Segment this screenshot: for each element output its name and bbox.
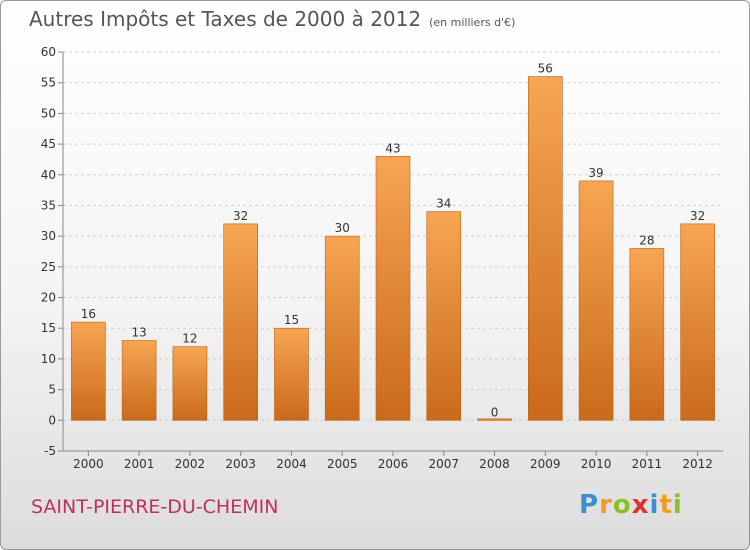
x-tick-label: 2008 xyxy=(479,457,510,471)
data-label-2008: 0 xyxy=(491,405,499,419)
y-tick-label: 10 xyxy=(41,352,56,366)
data-label-2009: 56 xyxy=(538,62,553,76)
bar-2001 xyxy=(121,340,157,421)
label-layer: 16 13 12 32 15 30 43 34 0 56 39 28 32 xyxy=(81,62,706,420)
bar-2012 xyxy=(680,223,715,421)
x-tick-label: 2000 xyxy=(73,457,104,471)
x-tick-label: 2011 xyxy=(632,457,663,471)
logo-letter: r xyxy=(599,490,613,520)
data-label-2011: 28 xyxy=(639,233,654,247)
data-label-2010: 39 xyxy=(588,166,603,180)
y-tick-label: 5 xyxy=(48,383,56,397)
data-label-2012: 32 xyxy=(690,209,705,223)
logo-letter: i xyxy=(672,490,683,520)
y-tick-label: 30 xyxy=(41,229,56,243)
bar-2004 xyxy=(274,327,309,421)
y-tick-label: -5 xyxy=(44,444,56,458)
logo-letter: o xyxy=(612,490,632,520)
commune-name: SAINT-PIERRE-DU-CHEMIN xyxy=(31,496,279,518)
y-tick-label: 15 xyxy=(41,321,56,335)
y-tick-label: 25 xyxy=(41,260,56,274)
axis-layer: -5 0 5 10 15 20 25 30 35 40 45 50 55 60 2000 2001 2002 20… xyxy=(41,45,723,471)
x-tick-label: 2012 xyxy=(682,457,713,471)
bar-2008 xyxy=(477,418,512,421)
data-label-2003: 32 xyxy=(233,209,248,223)
bar-2002 xyxy=(172,346,208,421)
bar-2000 xyxy=(71,321,106,421)
y-tick-label: 55 xyxy=(41,76,56,90)
y-tick-label: 35 xyxy=(41,198,56,212)
x-tick-label: 2004 xyxy=(276,457,307,471)
logo-letter: i xyxy=(649,490,660,520)
bar-layer xyxy=(71,76,715,421)
bar-2011 xyxy=(629,248,665,421)
logo-letter: P xyxy=(579,490,600,520)
y-tick-label: 40 xyxy=(41,168,56,182)
x-tick-label: 2010 xyxy=(581,457,612,471)
x-tick-label: 2005 xyxy=(327,457,358,471)
y-tick-label: 0 xyxy=(48,413,56,427)
y-tick-label: 45 xyxy=(41,137,56,151)
chart-title-main: Autres Impôts et Taxes de 2000 à 2012 xyxy=(29,7,422,31)
x-tick-label: 2003 xyxy=(225,457,256,471)
x-tick-label: 2006 xyxy=(378,457,409,471)
data-label-2000: 16 xyxy=(81,307,96,321)
y-tick-label: 50 xyxy=(41,106,56,120)
x-tick-label: 2009 xyxy=(530,457,561,471)
data-label-2004: 15 xyxy=(284,313,299,327)
data-label-2002: 12 xyxy=(182,332,197,346)
data-label-2006: 43 xyxy=(385,141,400,155)
chart-title-unit: (en milliers d'€) xyxy=(429,16,516,29)
bar-2007 xyxy=(426,211,462,421)
data-label-2005: 30 xyxy=(335,221,350,235)
chart-title: Autres Impôts et Taxes de 2000 à 2012 (en… xyxy=(29,7,515,31)
y-tick-label: 20 xyxy=(41,291,56,305)
bar-2003 xyxy=(223,223,258,421)
data-label-2001: 13 xyxy=(132,326,147,340)
data-label-2007: 34 xyxy=(436,197,451,211)
bar-2006 xyxy=(375,156,411,421)
bar-2005 xyxy=(324,235,360,421)
bar-2010 xyxy=(578,180,614,421)
y-tick-label: 60 xyxy=(41,45,56,59)
proxiti-logo: Proxiti xyxy=(579,490,683,520)
x-tick-label: 2001 xyxy=(124,457,155,471)
x-tick-label: 2002 xyxy=(175,457,206,471)
logo-letter: x xyxy=(631,490,650,520)
bar-2009 xyxy=(528,76,563,421)
logo-letter: t xyxy=(659,490,673,520)
x-tick-label: 2007 xyxy=(428,457,459,471)
